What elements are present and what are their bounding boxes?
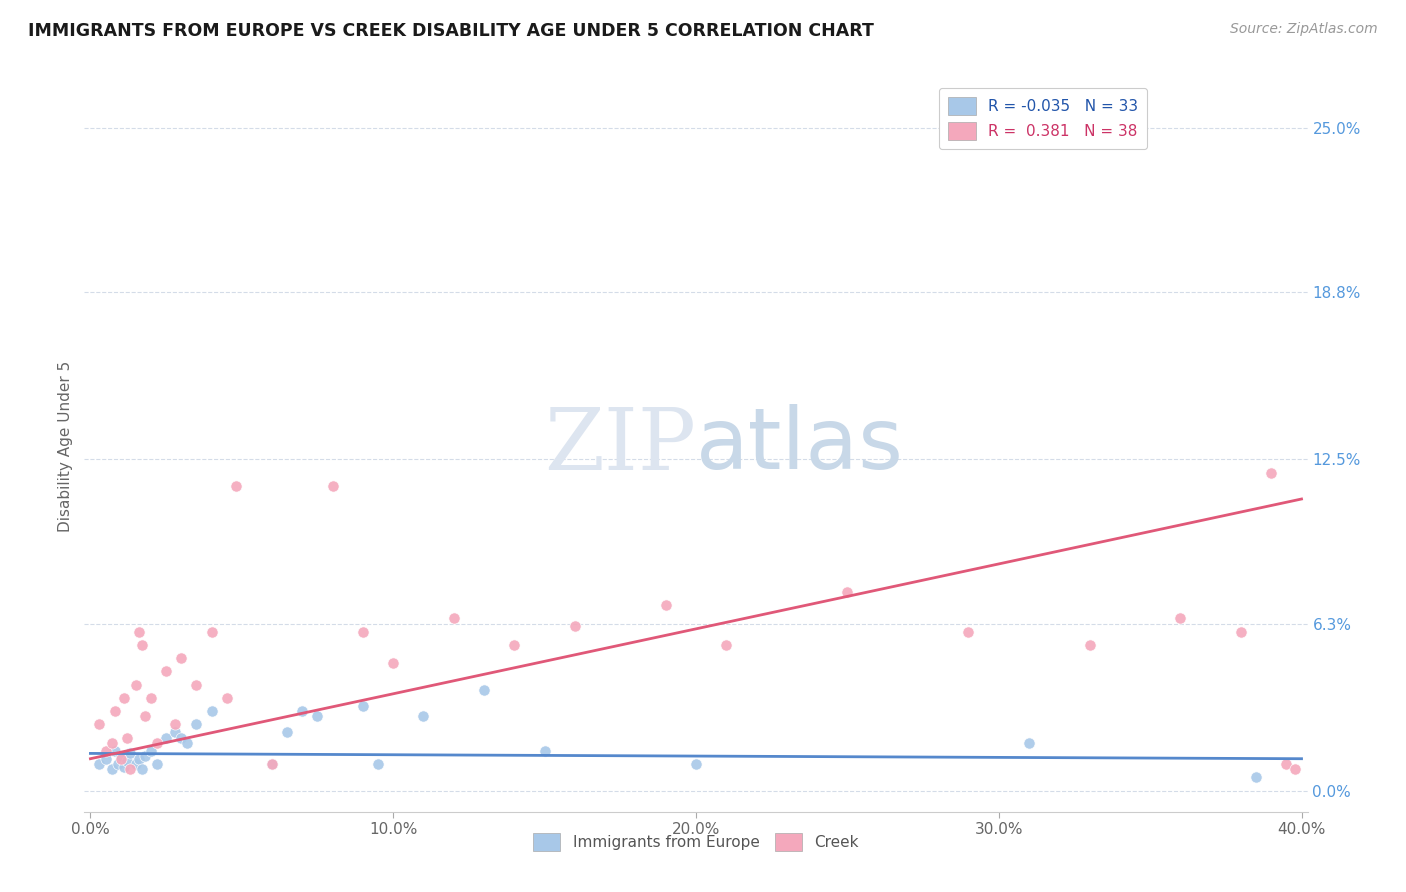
Point [1078,638,1101,652]
Point [131,762,153,776]
Point [110,749,132,764]
Point [262,757,284,772]
Point [155,731,177,745]
Point [200,704,222,718]
Point [100,762,122,776]
Point [352,624,374,639]
Point [146,757,169,772]
Point [503,638,526,652]
Point [146,736,169,750]
Point [1260,466,1282,480]
Point [716,638,738,652]
Point [276,725,298,739]
Point [131,638,153,652]
Point [134,749,156,764]
Point [443,611,465,625]
Point [837,584,859,599]
Point [134,709,156,723]
Text: Source: ZipAtlas.com: Source: ZipAtlas.com [1230,22,1378,37]
Point [367,757,389,772]
Point [128,752,150,766]
Point [170,651,193,665]
Point [322,479,344,493]
Point [125,757,148,772]
Point [307,709,329,723]
Point [104,704,127,718]
Point [472,682,495,697]
Point [115,755,138,769]
Point [1170,611,1192,625]
Point [564,619,586,633]
Point [200,624,222,639]
Point [139,690,162,705]
Point [89,717,111,731]
Point [685,757,707,772]
Point [115,731,138,745]
Point [128,624,150,639]
Point [382,657,405,671]
Point [176,736,198,750]
Point [957,624,980,639]
Point [139,744,162,758]
Point [165,717,187,731]
Point [186,717,208,731]
Point [352,698,374,713]
Y-axis label: Disability Age Under 5: Disability Age Under 5 [58,360,73,532]
Point [165,725,187,739]
Point [225,479,247,493]
Point [94,744,117,758]
Point [1018,736,1040,750]
Point [215,690,238,705]
Text: ZIP: ZIP [544,404,696,488]
Point [100,736,122,750]
Legend: Immigrants from Europe, Creek: Immigrants from Europe, Creek [527,827,865,856]
Point [1284,762,1306,776]
Point [262,757,284,772]
Point [110,752,132,766]
Point [1244,770,1267,784]
Point [107,757,129,772]
Point [118,747,141,761]
Point [118,762,141,776]
Point [112,690,135,705]
Point [1275,757,1298,772]
Point [94,752,117,766]
Point [170,731,193,745]
Point [412,709,434,723]
Point [125,677,148,691]
Point [112,759,135,773]
Text: atlas: atlas [696,404,904,488]
Point [89,757,111,772]
Text: IMMIGRANTS FROM EUROPE VS CREEK DISABILITY AGE UNDER 5 CORRELATION CHART: IMMIGRANTS FROM EUROPE VS CREEK DISABILI… [28,22,875,40]
Point [104,744,127,758]
Point [1230,624,1253,639]
Point [186,677,208,691]
Point [155,665,177,679]
Point [533,744,555,758]
Point [654,598,676,612]
Point [291,704,314,718]
